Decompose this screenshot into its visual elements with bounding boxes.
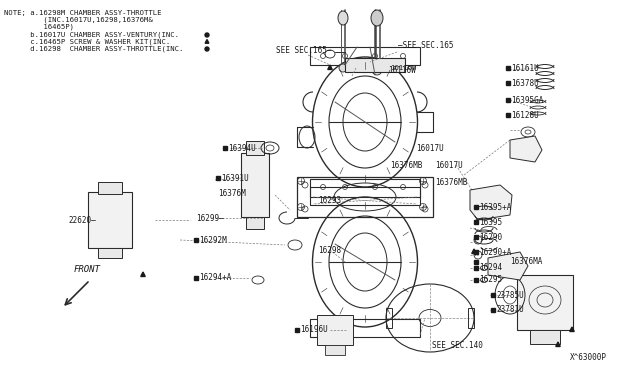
Text: 16465P): 16465P) [4,24,74,30]
Bar [310,179,420,197]
Bar [310,47,420,65]
Bar [98,182,122,194]
Bar [195,276,198,280]
Bar [530,330,560,344]
Text: 16196U: 16196U [300,326,328,334]
Text: 16116W: 16116W [388,65,416,74]
Text: 16394U: 16394U [228,144,256,153]
Text: 16395GA: 16395GA [511,96,543,105]
Text: 16294+A: 16294+A [199,273,232,282]
Bar [310,187,420,205]
Ellipse shape [338,11,348,25]
Bar [474,278,477,282]
Bar [468,308,474,328]
Bar [246,217,264,229]
Text: 22620―: 22620― [68,215,96,224]
Bar [506,113,509,117]
Bar [506,81,509,85]
Polygon shape [141,272,145,276]
Text: 16298: 16298 [318,246,341,254]
Text: 16161U: 16161U [511,64,539,73]
Circle shape [205,33,209,37]
Text: 16293: 16293 [318,196,341,205]
Text: 23785U: 23785U [496,291,524,299]
Text: 16376MA: 16376MA [510,257,542,266]
Polygon shape [556,342,560,346]
Text: FRONT: FRONT [74,266,101,275]
Bar [474,205,477,209]
Ellipse shape [371,10,383,26]
Bar [195,238,198,242]
Bar [223,146,227,150]
Text: 16290: 16290 [479,232,502,241]
Text: 16290+A: 16290+A [479,247,511,257]
Bar [474,220,477,224]
Bar [474,266,477,270]
Ellipse shape [372,65,382,75]
Text: 16017U: 16017U [435,160,463,170]
Bar [246,141,264,155]
Text: 16376MB: 16376MB [390,160,422,170]
Text: 16395+A: 16395+A [479,202,511,212]
Bar [325,345,345,355]
Text: X^63000P: X^63000P [570,353,607,362]
Text: 16292M: 16292M [199,235,227,244]
Text: 16299―: 16299― [196,214,224,222]
Bar [317,315,353,345]
Bar [474,250,477,254]
Text: 16376M: 16376M [218,189,246,198]
Bar [216,176,220,180]
Polygon shape [205,39,209,43]
Bar [98,248,122,258]
Bar [474,235,477,239]
Text: c.16465P SCREW & WASHER KIT(INC.: c.16465P SCREW & WASHER KIT(INC. [4,39,170,45]
Bar [345,58,405,72]
Polygon shape [472,249,476,253]
Polygon shape [328,65,332,70]
Bar [88,192,132,248]
Polygon shape [470,185,512,220]
Text: b.16017U CHAMBER ASSY-VENTURY(INC.: b.16017U CHAMBER ASSY-VENTURY(INC. [4,32,179,38]
Bar [310,319,420,337]
Bar [295,328,299,332]
Polygon shape [570,327,574,331]
Text: 16116W: 16116W [390,65,416,71]
Text: 16294: 16294 [479,263,502,273]
Bar [517,275,573,330]
Bar [241,153,269,217]
Text: 16395: 16395 [479,218,502,227]
Circle shape [205,47,209,51]
Bar [492,308,495,312]
Text: 23781U: 23781U [496,305,524,314]
Text: (INC.16017U,16298,16376M&: (INC.16017U,16298,16376M& [4,17,153,23]
Text: 16128U: 16128U [511,110,539,119]
Text: NOTE; a.16298M CHAMBER ASSY-THROTTLE: NOTE; a.16298M CHAMBER ASSY-THROTTLE [4,10,161,16]
Bar [297,177,433,217]
Bar [386,308,392,328]
Bar [474,260,477,264]
Bar [492,293,495,297]
Text: SEE SEC.165―: SEE SEC.165― [276,45,332,55]
Ellipse shape [339,64,347,72]
Polygon shape [510,136,542,162]
Text: 16378U: 16378U [511,78,539,87]
Text: SEE SEC.140: SEE SEC.140 [432,340,483,350]
Text: 16391U: 16391U [221,173,249,183]
Text: 16017U: 16017U [416,144,444,153]
Text: d.16298  CHAMBER ASSY-THROTTLE(INC.: d.16298 CHAMBER ASSY-THROTTLE(INC. [4,46,184,52]
Polygon shape [488,252,528,280]
Text: 16295: 16295 [479,276,502,285]
Text: 16376MB: 16376MB [435,177,467,186]
Bar [506,98,509,102]
Bar [506,66,509,70]
Text: ―SEE SEC.165: ―SEE SEC.165 [398,41,454,49]
